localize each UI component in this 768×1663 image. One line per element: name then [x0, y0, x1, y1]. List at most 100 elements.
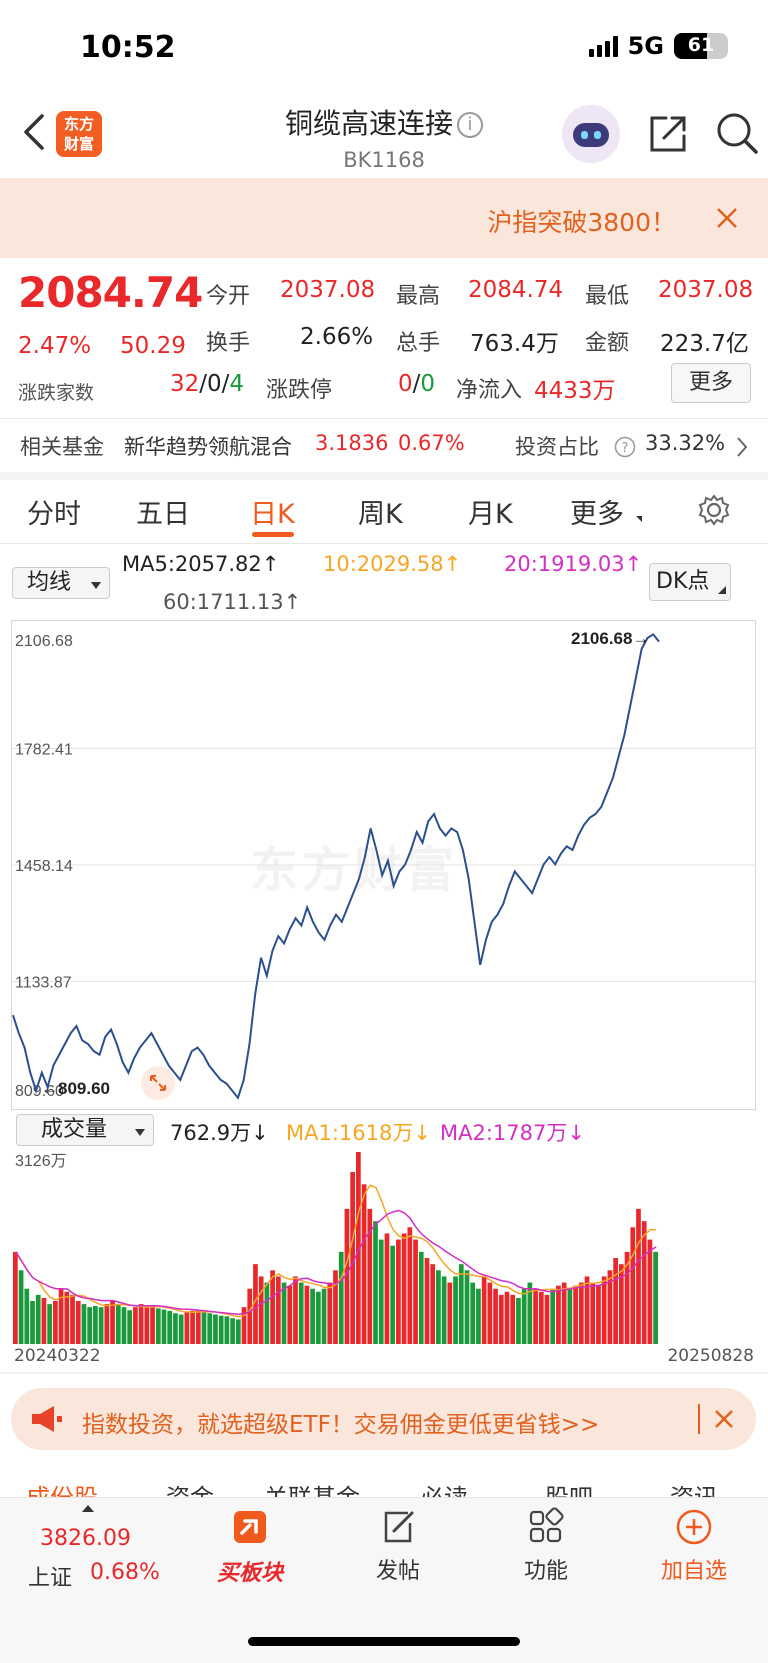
volume-bar	[281, 1282, 287, 1344]
volume-bar	[98, 1307, 104, 1344]
y-tick-label: 2106.68	[15, 633, 73, 650]
chevron-right-icon[interactable]	[734, 434, 750, 460]
volume-bar	[378, 1239, 384, 1344]
subtab-funds[interactable]: 资金	[166, 1484, 214, 1500]
assistant-robot-icon[interactable]	[562, 105, 620, 163]
turnover-label: 换手	[206, 331, 251, 356]
x-axis-start-label: 20240322	[14, 1346, 101, 1366]
volume-bar-chart[interactable]: 3126万	[11, 1148, 756, 1345]
volume-bar	[584, 1276, 590, 1344]
close-icon[interactable]	[712, 203, 742, 233]
search-icon[interactable]	[714, 110, 760, 156]
index-percent[interactable]: 0.68%	[90, 1560, 160, 1585]
volume-bar	[361, 1184, 367, 1344]
updown-counts: 32/0/4	[170, 371, 245, 397]
nav-post[interactable]: 发帖	[358, 1507, 438, 1585]
tab-monthly-k[interactable]: 月K	[468, 499, 513, 530]
price-line-chart[interactable]: 2106.68 1782.41 1458.14 1133.87 809.60 2106.6…	[11, 620, 756, 1110]
volume-bar	[476, 1288, 481, 1344]
subtab-related-funds[interactable]: 关联基金	[264, 1484, 360, 1500]
volume-bar	[195, 1309, 201, 1344]
more-button[interactable]: 更多	[671, 363, 751, 403]
news-banner[interactable]	[0, 178, 768, 258]
bottom-subtabs: 成份股 资金 关联基金 必读 股吧 资讯	[0, 1470, 768, 1500]
volume-bar	[367, 1208, 373, 1344]
expand-icon[interactable]	[141, 1066, 175, 1100]
low-value: 2037.08	[658, 277, 754, 303]
volume-bar	[458, 1264, 464, 1344]
nav-functions[interactable]: 功能	[506, 1507, 586, 1585]
volume-select[interactable]: 成交量	[16, 1114, 154, 1146]
gear-icon[interactable]	[697, 493, 731, 527]
open-value: 2037.08	[280, 277, 376, 303]
volume-bar	[436, 1270, 441, 1344]
ma60-value: 60:1711.13↑	[163, 590, 302, 614]
volume-bar	[47, 1304, 53, 1344]
promo-ad[interactable]	[11, 1388, 756, 1450]
edit-icon	[384, 1511, 414, 1543]
volume-bar	[75, 1301, 81, 1344]
volume-bar	[344, 1208, 350, 1344]
tab-weekly-k[interactable]: 周K	[358, 499, 403, 530]
inflow-value: 4433万	[534, 378, 616, 404]
tab-intraday[interactable]: 分时	[27, 499, 81, 530]
subtab-constituents[interactable]: 成份股	[26, 1484, 98, 1500]
volume-bar	[161, 1309, 167, 1344]
volume-bar	[258, 1276, 264, 1344]
volume-bar	[310, 1288, 315, 1344]
ad-text[interactable]: 指数投资，就选超级ETF！交易佣金更低更省钱>>	[82, 1412, 600, 1438]
ad-close-icon[interactable]	[713, 1408, 735, 1430]
bottom-toolbar	[0, 1497, 768, 1663]
volume-bar	[333, 1270, 338, 1344]
index-name[interactable]: 上证	[28, 1566, 73, 1591]
volume-bar	[304, 1285, 310, 1344]
volume-bar	[373, 1221, 378, 1344]
back-icon[interactable]	[20, 112, 50, 152]
divider	[0, 1372, 768, 1374]
info-icon[interactable]: i	[457, 112, 483, 138]
divider	[0, 418, 768, 419]
volume-bar	[298, 1282, 304, 1344]
volume-bar	[270, 1270, 275, 1344]
active-tab-indicator	[252, 532, 294, 537]
grid-icon	[529, 1507, 564, 1543]
dk-point-button[interactable]: DK点	[649, 563, 731, 601]
section-gap	[0, 472, 768, 480]
volume-bar	[338, 1251, 344, 1344]
page-title: 铜缆高速连接 i	[0, 102, 768, 142]
volume-bar	[144, 1307, 150, 1344]
expand-up-icon[interactable]	[82, 1505, 94, 1512]
volume-bar	[173, 1313, 178, 1344]
volume-bar	[213, 1314, 218, 1344]
volume-bar	[487, 1282, 493, 1344]
index-value[interactable]: 3826.09	[40, 1526, 131, 1551]
volume-bar	[35, 1294, 41, 1344]
subtab-must-read[interactable]: 必读	[420, 1484, 468, 1500]
dropdown-corner-icon	[636, 516, 642, 522]
tab-more[interactable]: 更多	[570, 499, 624, 530]
subtab-news[interactable]: 资讯	[670, 1484, 718, 1500]
y-tick-label: 1458.14	[15, 858, 73, 875]
status-time: 10:52	[80, 30, 176, 65]
stock-code: BK1168	[343, 148, 425, 172]
volume-value: 763.4万	[470, 331, 559, 357]
y-tick-label: 809.60	[15, 1083, 64, 1100]
banner-text[interactable]: 沪指突破3800！	[487, 208, 676, 237]
volume-bar	[224, 1316, 230, 1344]
nav-add-watchlist[interactable]: 加自选	[654, 1507, 734, 1585]
tab-five-day[interactable]: 五日	[136, 499, 190, 530]
volume-bar	[218, 1315, 224, 1344]
help-icon[interactable]: ?	[614, 436, 636, 458]
tab-daily-k[interactable]: 日K	[250, 499, 295, 530]
nav-buy-sector[interactable]: 买板块	[210, 1505, 290, 1587]
fund-name[interactable]: 新华趋势领航混合	[124, 435, 292, 459]
subtab-forum[interactable]: 股吧	[545, 1484, 593, 1500]
add-circle-icon	[676, 1509, 712, 1545]
volume-bar	[184, 1312, 190, 1344]
x-axis-end-label: 20250828	[667, 1346, 754, 1366]
volume-bar	[396, 1239, 401, 1344]
share-icon[interactable]	[646, 112, 690, 156]
y-tick-label: 1782.41	[15, 742, 73, 759]
volume-bar	[653, 1251, 658, 1344]
ma-select[interactable]: 均线	[12, 567, 110, 599]
